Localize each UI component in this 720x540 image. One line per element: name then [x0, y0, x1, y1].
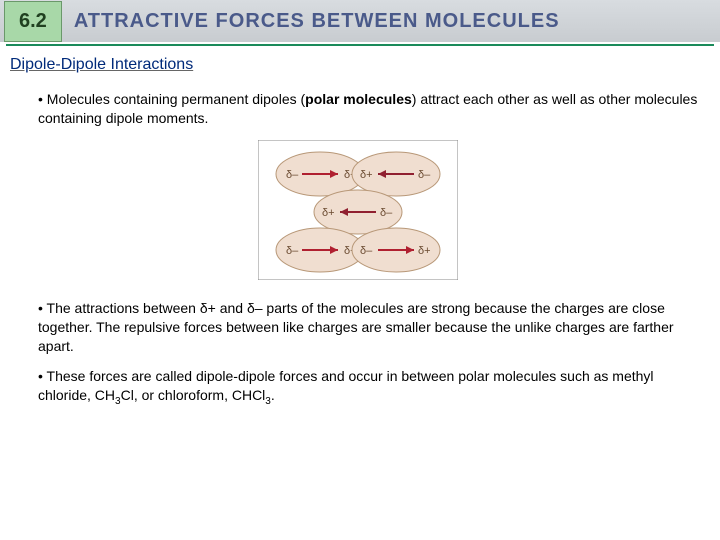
svg-text:δ–: δ–	[360, 245, 373, 257]
svg-text:δ+: δ+	[322, 207, 335, 219]
content-area: Dipole-Dipole Interactions • Molecules c…	[0, 46, 720, 409]
svg-text:δ+: δ+	[418, 245, 431, 257]
bullet-1: • Molecules containing permanent dipoles…	[38, 90, 706, 128]
bullet-1-pre: • Molecules containing permanent dipoles…	[38, 91, 305, 107]
svg-text:δ–: δ–	[286, 245, 299, 257]
section-number: 6.2	[4, 1, 62, 42]
diagram-wrap: δ– δ+ δ+ δ– δ+ δ– δ– δ+	[10, 140, 706, 285]
svg-text:δ–: δ–	[380, 207, 393, 219]
subtitle: Dipole-Dipole Interactions	[10, 56, 706, 74]
svg-text:δ–: δ–	[418, 169, 431, 181]
header-band: 6.2 ATTRACTIVE FORCES BETWEEN MOLECULES	[0, 0, 720, 42]
bullet-3: • These forces are called dipole-dipole …	[38, 367, 706, 408]
bullet-3-post: .	[271, 387, 275, 403]
bullet-2: • The attractions between δ+ and δ– part…	[38, 299, 706, 356]
dipole-diagram: δ– δ+ δ+ δ– δ+ δ– δ– δ+	[258, 140, 458, 280]
svg-text:δ+: δ+	[360, 169, 373, 181]
header-title: ATTRACTIVE FORCES BETWEEN MOLECULES	[74, 10, 560, 33]
svg-text:δ–: δ–	[286, 169, 299, 181]
bullet-1-bold: polar molecules	[305, 91, 412, 107]
bullet-3-mid: Cl, or chloroform, CHCl	[121, 387, 266, 403]
